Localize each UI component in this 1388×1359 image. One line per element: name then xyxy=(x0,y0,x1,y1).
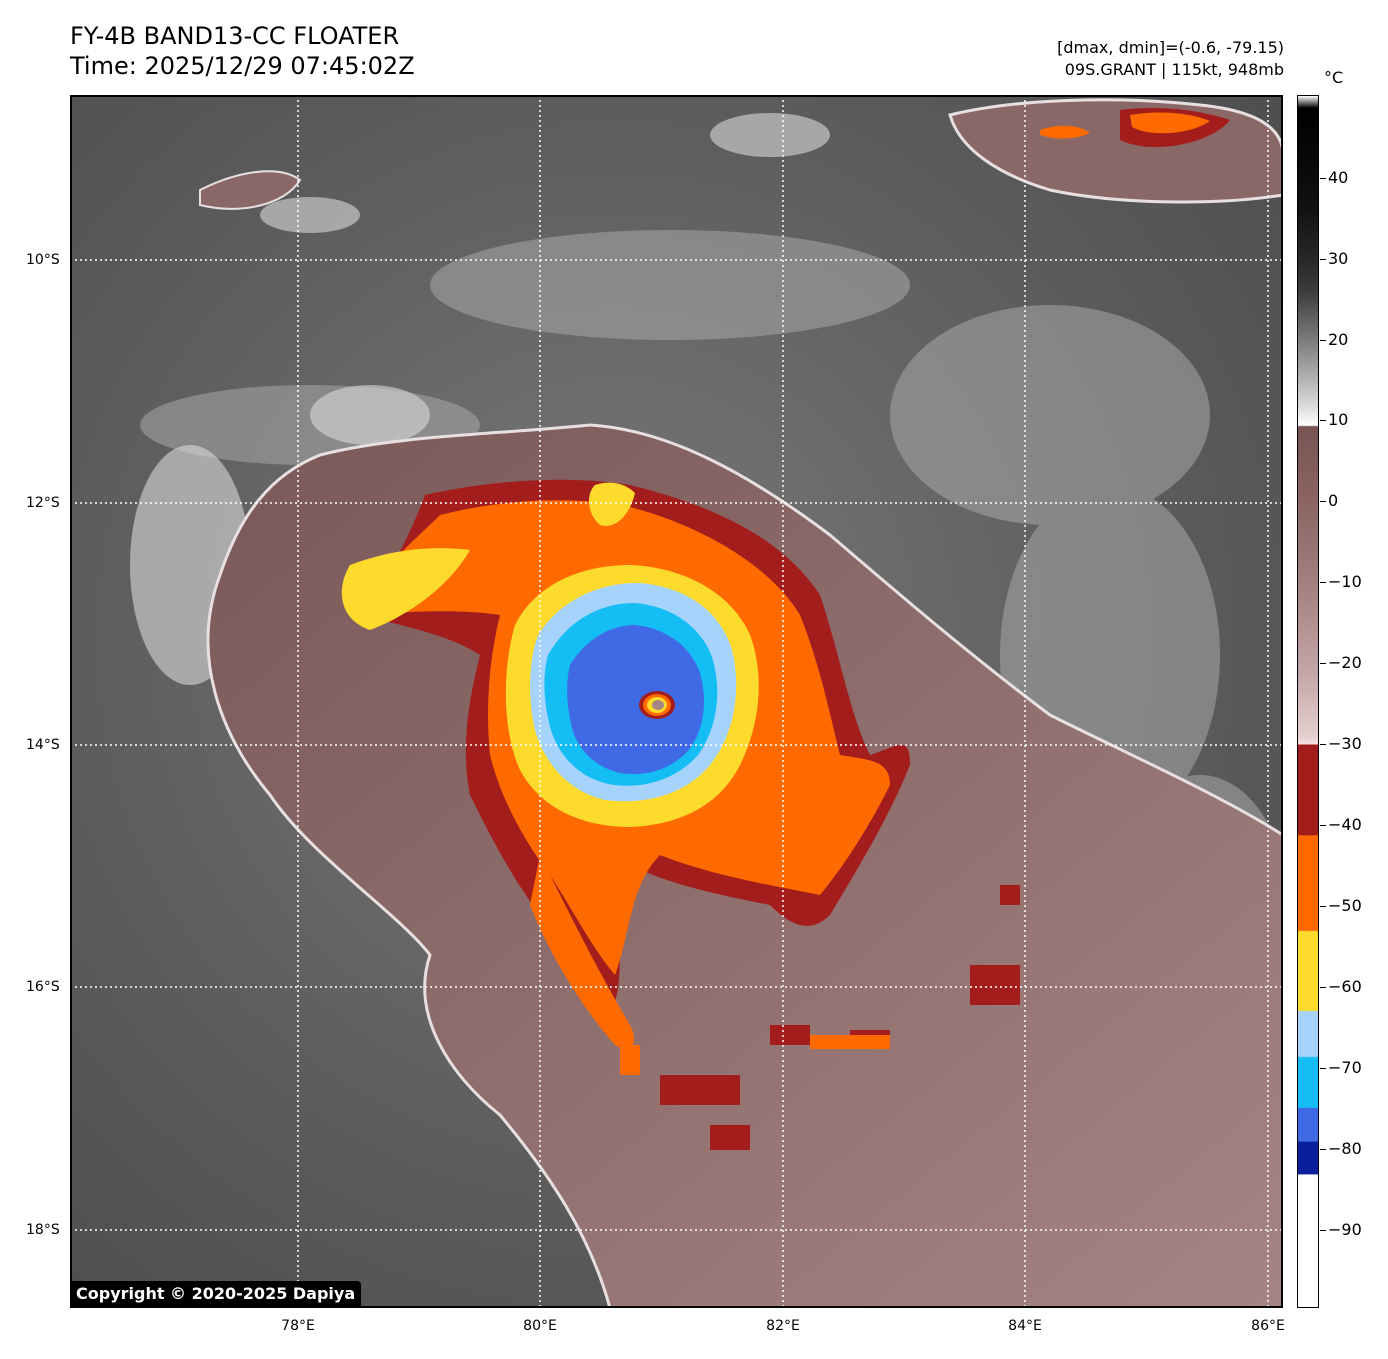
lon-label-80e: 80°E xyxy=(523,1318,557,1334)
colorbar-tick xyxy=(1320,1149,1326,1150)
colorbar-label: −80 xyxy=(1328,1139,1362,1158)
eye xyxy=(639,691,675,719)
lat-label-14s: 14°S xyxy=(26,737,60,753)
colorbar-label: −30 xyxy=(1328,734,1362,753)
colorbar-tick xyxy=(1320,501,1326,502)
colorbar-tick xyxy=(1320,825,1326,826)
colorbar-tick xyxy=(1320,420,1326,421)
colorbar-label: −10 xyxy=(1328,572,1362,591)
colorbar-tick xyxy=(1320,582,1326,583)
cdo-royal-blue xyxy=(567,625,704,775)
colorbar-unit: °C xyxy=(1324,68,1344,87)
copyright-badge: Copyright © 2020-2025 Dapiya xyxy=(70,1281,362,1307)
colorbar-tick xyxy=(1320,906,1326,907)
colorbar-tick xyxy=(1320,987,1326,988)
colorbar-tick xyxy=(1320,1068,1326,1069)
lat-label-18s: 18°S xyxy=(26,1222,60,1238)
colorbar-label: 40 xyxy=(1328,168,1349,187)
colorbar-label: −70 xyxy=(1328,1058,1362,1077)
lower-orange-streaks xyxy=(620,1035,890,1075)
colorbar-tick xyxy=(1320,744,1326,745)
lat-label-10s: 10°S xyxy=(26,252,60,268)
lon-gridlines xyxy=(297,95,1269,1308)
satellite-image-map xyxy=(70,95,1283,1308)
colorbar xyxy=(1297,95,1319,1308)
north-yellow-spot xyxy=(588,482,635,526)
colorbar-label: 10 xyxy=(1328,410,1349,429)
colorbar-label: −90 xyxy=(1328,1220,1362,1239)
chart-timestamp: Time: 2025/12/29 07:45:02Z xyxy=(70,52,415,80)
colorbar-tick xyxy=(1320,178,1326,179)
ne-convection-spots xyxy=(1040,108,1230,148)
west-yellow-arm xyxy=(341,548,470,630)
colorbar-label: −60 xyxy=(1328,977,1362,996)
chart-title: FY-4B BAND13-CC FLOATER xyxy=(70,22,400,50)
dmax-dmin-readout: [dmax, dmin]=(-0.6, -79.15) xyxy=(1057,38,1284,57)
lon-label-78e: 78°E xyxy=(281,1318,315,1334)
lon-label-84e: 84°E xyxy=(1008,1318,1042,1334)
lat-gridlines xyxy=(70,259,1283,1231)
colorbar-label: −40 xyxy=(1328,815,1362,834)
colorbar-tick xyxy=(1320,1230,1326,1231)
map-border xyxy=(70,95,1283,1308)
colorbar-label: 0 xyxy=(1328,491,1339,510)
colorbar-tick xyxy=(1320,259,1326,260)
colorbar-tick xyxy=(1320,663,1326,664)
lat-label-12s: 12°S xyxy=(26,495,60,511)
colorbar-tick xyxy=(1320,340,1326,341)
lon-label-86e: 86°E xyxy=(1251,1318,1285,1334)
nw-small-cloud xyxy=(199,170,302,210)
colorbar-label: −20 xyxy=(1328,653,1362,672)
colorbar-label: 20 xyxy=(1328,330,1349,349)
south-orange-band xyxy=(530,855,635,1049)
lat-label-16s: 16°S xyxy=(26,979,60,995)
colorbar-label: −50 xyxy=(1328,896,1362,915)
colorbar-label: 30 xyxy=(1328,249,1349,268)
storm-info: 09S.GRANT | 115kt, 948mb xyxy=(1064,60,1284,79)
lon-label-82e: 82°E xyxy=(766,1318,800,1334)
